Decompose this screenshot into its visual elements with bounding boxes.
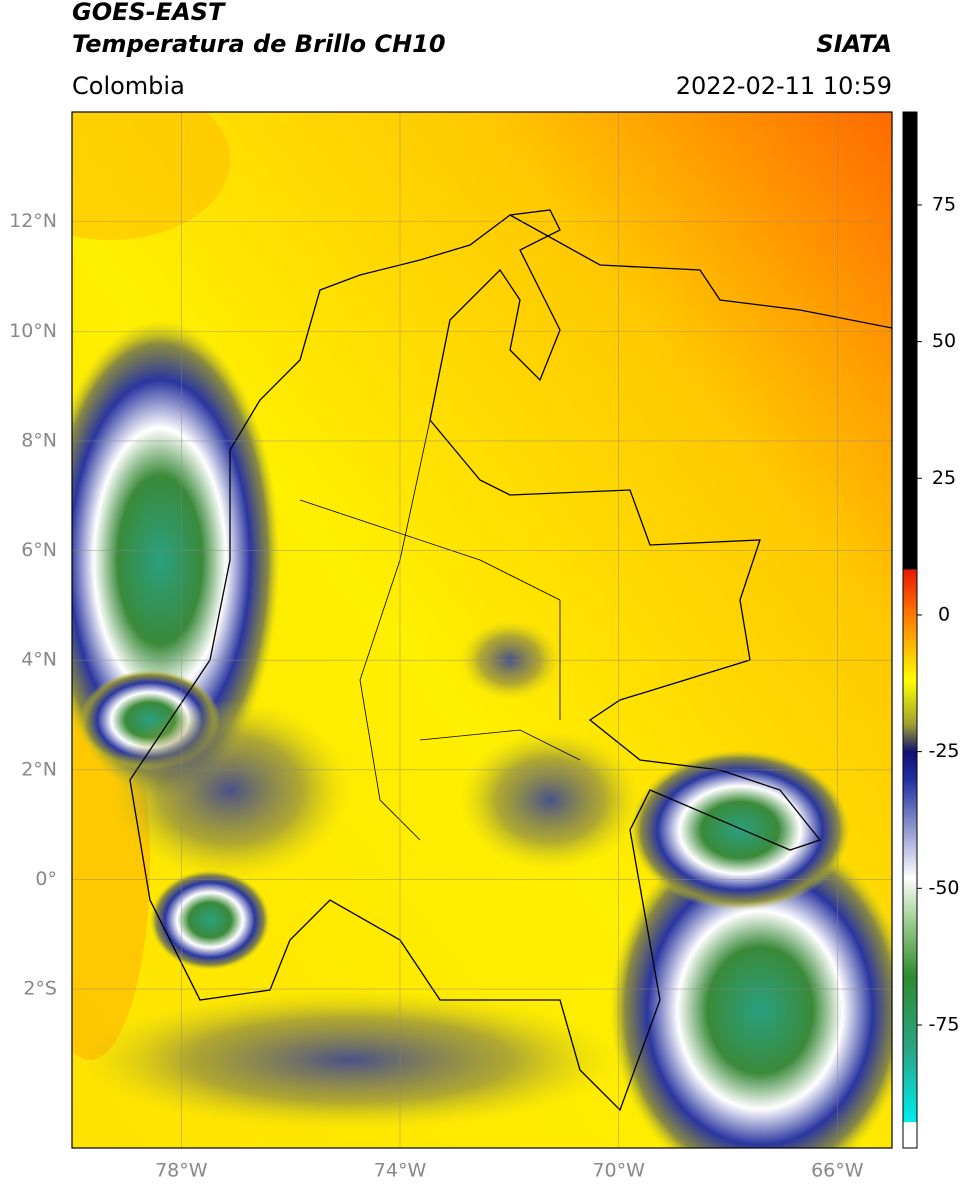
colorbar-tick-label: -50	[928, 877, 959, 899]
colorbar-segment	[903, 975, 917, 1053]
colorbar-segment	[903, 921, 917, 977]
lon-tick-label: 78°W	[155, 1160, 208, 1182]
lon-tick-label: 66°W	[811, 1160, 864, 1182]
colorbar-frame	[902, 111, 918, 1149]
colorbar: 75 50 25 0 -25 -50 -75	[902, 111, 960, 1149]
lat-tick-label: 4°N	[21, 649, 57, 671]
colorbar-segment	[903, 1122, 917, 1149]
satellite-title: GOES-EAST	[72, 0, 226, 26]
colorbar-tick-label: 25	[932, 467, 956, 489]
lat-tick-label: 6°N	[21, 539, 57, 561]
colorbar-segment	[903, 724, 917, 753]
colorbar-segment	[903, 778, 917, 878]
graticule	[72, 112, 892, 1148]
colorbar-segment	[903, 751, 917, 780]
agency: SIATA	[816, 30, 892, 58]
lat-tick-label: 12°N	[9, 210, 57, 232]
colorbar-segment	[903, 1121, 917, 1123]
colorbar-tick-label: 0	[938, 603, 950, 625]
colorbar-tick-label: -75	[928, 1013, 959, 1035]
lat-tick-label: 2°N	[21, 758, 57, 780]
colorbar-segment	[903, 1115, 917, 1123]
colorbar-segment	[903, 569, 917, 616]
colorbar-tick-label: 50	[932, 330, 956, 352]
colorbar-tick-label: 75	[932, 193, 956, 215]
map-frame	[71, 111, 893, 1149]
datetime: 2022-02-11 10:59	[676, 72, 892, 100]
colorbar-segment	[903, 1052, 917, 1116]
map-image	[72, 112, 892, 1148]
lat-tick-label: 8°N	[21, 429, 57, 451]
lat-tick-label: 10°N	[9, 320, 57, 342]
lon-tick-label: 74°W	[374, 1160, 427, 1182]
colorbar-tick-label: -25	[928, 740, 959, 762]
lat-tick-label: 0°	[35, 868, 57, 890]
product-title: Temperatura de Brillo CH10	[72, 30, 446, 58]
lat-tick-label: 2°S	[23, 978, 57, 1000]
colorbar-segment	[903, 680, 917, 725]
lon-tick-label: 70°W	[592, 1160, 645, 1182]
colorbar-segment	[903, 877, 917, 922]
colorbar-segment	[903, 112, 917, 570]
region: Colombia	[72, 72, 185, 100]
colorbar-segment	[903, 569, 917, 571]
colorbar-segment	[903, 614, 917, 682]
